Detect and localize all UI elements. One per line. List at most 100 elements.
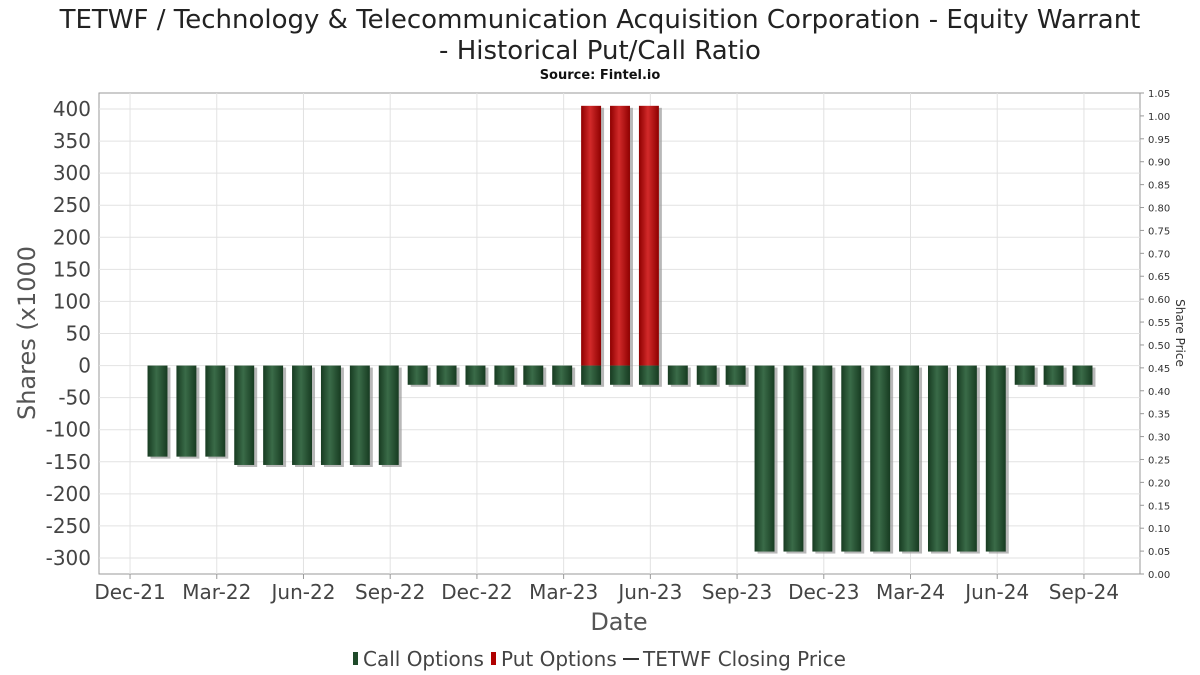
legend-call-options: Call Options [363, 647, 484, 671]
call-bar [841, 365, 862, 552]
y2-tick-label: 0.90 [1148, 158, 1170, 169]
call-bar [407, 365, 428, 385]
y2-tick-label: 1.05 [1148, 89, 1170, 100]
y-tick-label: 300 [53, 161, 91, 185]
y2-tick-label: 0.80 [1148, 204, 1170, 215]
call-bar [927, 365, 948, 552]
call-bar [436, 365, 457, 385]
legend-put-options: Put Options [501, 647, 617, 671]
y-tick-label: -300 [46, 546, 91, 570]
call-bar [205, 365, 226, 457]
call-bar [494, 365, 515, 385]
y-tick-label: -50 [58, 386, 91, 410]
y-tick-label: -250 [46, 514, 91, 538]
call-bar [465, 365, 486, 385]
call-bar [754, 365, 775, 552]
call-bar [899, 365, 920, 552]
y-tick-label: 400 [53, 97, 91, 121]
call-bar [725, 365, 746, 385]
y2-tick-label: 0.95 [1148, 135, 1170, 146]
call-bar [320, 365, 341, 465]
y2-tick-label: 0.60 [1148, 295, 1170, 306]
x-tick-label: Mar-22 [182, 580, 251, 604]
y-tick-label: 200 [53, 225, 91, 249]
y-tick-label: 0 [78, 354, 91, 378]
x-axis-ticks: Dec-21 Mar-22 Jun-22 Sep-22 Dec-22 Mar-23 Jun-… [94, 574, 1119, 604]
call-bar [552, 365, 573, 385]
y2-tick-label: 0.00 [1148, 570, 1170, 581]
y-tick-label: 350 [53, 129, 91, 153]
x-tick-label: Dec-22 [441, 580, 512, 604]
chart-title-line-1: TETWF / Technology & Telecommunication A… [59, 5, 1141, 35]
y2-tick-label: 0.55 [1148, 318, 1170, 329]
y2-tick-label: 0.20 [1148, 478, 1170, 489]
call-bar [783, 365, 804, 552]
left-axis-ticks: 400 350 300 250 200 150 100 50 0 -50 -100 -150 -200 -… [46, 97, 91, 570]
put-bar [638, 105, 659, 366]
call-bar [1043, 365, 1064, 385]
call-bar [870, 365, 891, 552]
put-bar [610, 105, 630, 366]
call-bar [292, 365, 313, 465]
x-tick-label: Jun-24 [963, 580, 1029, 604]
legend-swatch-call [353, 652, 358, 665]
y-tick-label: 100 [53, 289, 91, 313]
call-bar [378, 365, 399, 465]
chart-title-line-2: - Historical Put/Call Ratio [439, 36, 761, 66]
x-axis-label: Date [590, 608, 647, 636]
y2-tick-label: 0.50 [1148, 341, 1170, 352]
call-bar [696, 365, 717, 385]
y2-tick-label: 0.05 [1148, 547, 1170, 558]
y2-tick-label: 0.70 [1148, 249, 1170, 260]
call-bar [812, 365, 833, 552]
call-bar [1014, 365, 1035, 385]
call-bar [1072, 365, 1093, 385]
y2-tick-label: 1.00 [1148, 112, 1170, 123]
x-tick-label: Mar-23 [529, 580, 598, 604]
call-bar [667, 365, 688, 385]
legend: Call Options Put Options TETWF Closing P… [353, 647, 846, 671]
call-bar [985, 365, 1006, 552]
call-bar [147, 365, 168, 457]
y2-tick-label: 0.65 [1148, 272, 1170, 283]
y-tick-label: -150 [46, 450, 91, 474]
chart-subtitle: Source: Fintel.io [540, 68, 661, 83]
put-bar [581, 105, 602, 366]
y-tick-label: 50 [66, 322, 91, 346]
y-tick-label: 150 [53, 257, 91, 281]
call-bar [176, 365, 197, 457]
x-tick-label: Dec-23 [788, 580, 859, 604]
y-tick-label: -100 [46, 418, 91, 442]
y2-tick-label: 0.75 [1148, 226, 1170, 237]
bar-series [147, 105, 1096, 554]
call-bar [523, 365, 544, 385]
y2-tick-label: 0.25 [1148, 455, 1170, 466]
x-tick-label: Mar-24 [876, 580, 945, 604]
x-tick-label: Sep-23 [702, 580, 772, 604]
call-bar [349, 365, 370, 465]
call-bar [234, 365, 255, 465]
x-tick-label: Sep-22 [355, 580, 425, 604]
x-tick-label: Dec-21 [94, 580, 165, 604]
y2-axis-label: Share Price [1173, 299, 1187, 367]
legend-closing-price: TETWF Closing Price [642, 647, 846, 671]
y2-tick-label: 0.45 [1148, 364, 1170, 375]
call-bar [263, 365, 284, 465]
legend-swatch-put [491, 652, 496, 665]
call-bar [956, 365, 977, 552]
y2-tick-label: 0.40 [1148, 387, 1170, 398]
call-bar [638, 365, 659, 385]
y2-tick-label: 0.15 [1148, 501, 1170, 512]
y-tick-label: -200 [46, 482, 91, 506]
y2-tick-label: 0.10 [1148, 524, 1170, 535]
y-axis-label: Shares (x1000 [13, 246, 41, 420]
right-axis-ticks: 1.05 1.00 0.95 0.90 0.85 0.80 0.75 0.70 0.65 0.60… [1140, 89, 1170, 581]
y2-tick-label: 0.85 [1148, 181, 1170, 192]
y2-tick-label: 0.30 [1148, 433, 1170, 444]
call-bar [581, 365, 602, 385]
y2-tick-label: 0.35 [1148, 410, 1170, 421]
x-tick-label: Jun-22 [270, 580, 336, 604]
x-tick-label: Jun-23 [616, 580, 682, 604]
x-tick-label: Sep-24 [1049, 580, 1119, 604]
